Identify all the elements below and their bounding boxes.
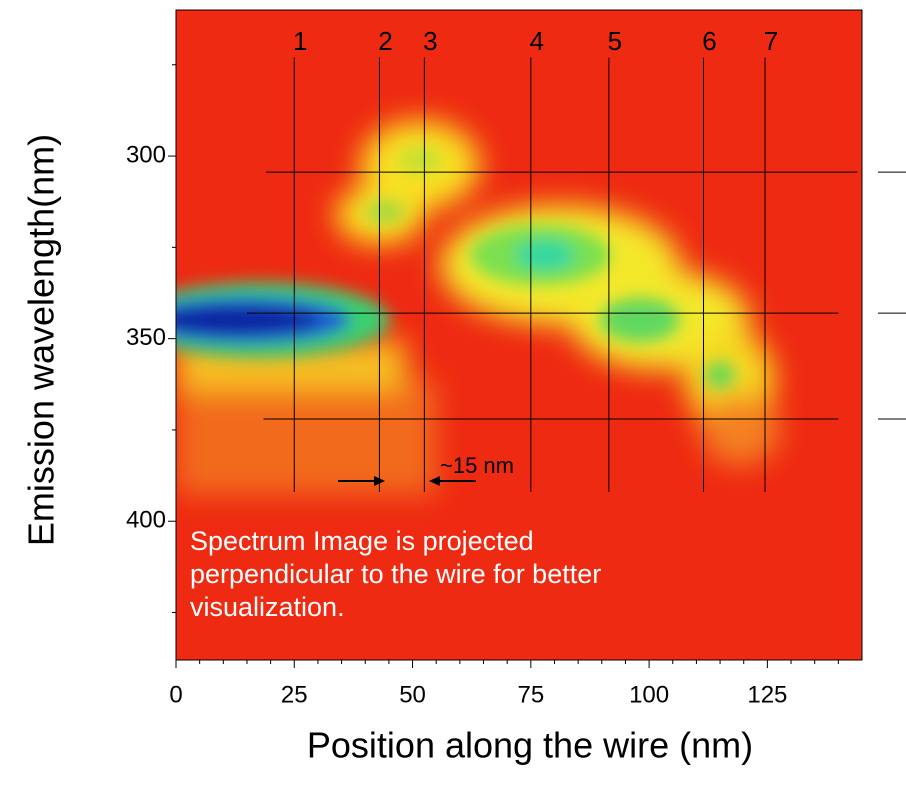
position-label: 6 (702, 26, 716, 56)
y-tick-label: 400 (126, 507, 166, 534)
position-label: 4 (530, 26, 544, 56)
note: Spectrum Image is projected perpendicula… (190, 525, 680, 624)
note-box: Spectrum Image is projected perpendicula… (190, 525, 710, 655)
x-axis-title: Position along the wire (nm) (307, 725, 753, 766)
x-tick-label: 125 (747, 681, 787, 708)
x-tick-label: 0 (169, 681, 182, 708)
position-label: 7 (764, 26, 778, 56)
x-tick-label: 100 (629, 681, 669, 708)
annotation: ~15 nm (440, 453, 514, 478)
chart: ~15 nm Spectrum Image is projected perpe… (0, 0, 906, 784)
position-label: 5 (608, 26, 622, 56)
position-label: 3 (423, 26, 437, 56)
x-tick-label: 25 (281, 681, 308, 708)
x-tick-label: 75 (517, 681, 544, 708)
y-tick-label: 300 (126, 141, 166, 168)
x-tick-label: 50 (399, 681, 426, 708)
position-label: 1 (293, 26, 307, 56)
y-axis-title: Emission wavelength(nm) (21, 134, 62, 546)
position-label: 2 (378, 26, 392, 56)
y-tick-label: 350 (126, 324, 166, 351)
